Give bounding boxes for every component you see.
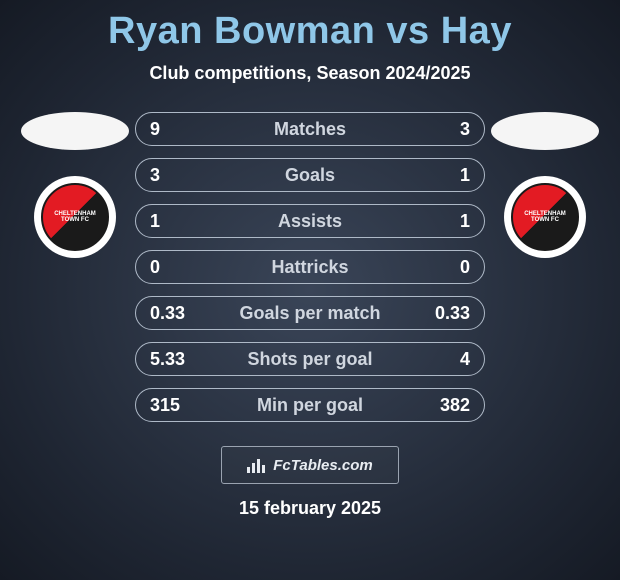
stat-label: Goals per match (239, 303, 380, 324)
stat-right-value: 382 (424, 395, 470, 416)
stat-label: Matches (274, 119, 346, 140)
left-club-label: CHELTENHAM TOWN FC (47, 211, 103, 223)
stat-label: Assists (278, 211, 342, 232)
stat-right-value: 4 (424, 349, 470, 370)
stat-row: 0.33 Goals per match 0.33 (135, 296, 485, 330)
stat-right-value: 1 (424, 165, 470, 186)
stat-left-value: 1 (150, 211, 196, 232)
stat-label: Goals (285, 165, 335, 186)
stat-left-value: 3 (150, 165, 196, 186)
stat-left-value: 0.33 (150, 303, 196, 324)
right-club-badge: CHELTENHAM TOWN FC (504, 176, 586, 258)
left-club-badge: CHELTENHAM TOWN FC (34, 176, 116, 258)
stat-label: Shots per goal (247, 349, 372, 370)
stat-right-value: 1 (424, 211, 470, 232)
stat-left-value: 315 (150, 395, 196, 416)
stat-row: 3 Goals 1 (135, 158, 485, 192)
bar-chart-icon (247, 457, 267, 473)
stat-left-value: 5.33 (150, 349, 196, 370)
club-badge-icon: CHELTENHAM TOWN FC (511, 183, 579, 251)
right-player-photo (491, 112, 599, 150)
stat-row: 1 Assists 1 (135, 204, 485, 238)
right-club-label: CHELTENHAM TOWN FC (517, 211, 573, 223)
page-title: Ryan Bowman vs Hay (0, 0, 620, 53)
right-player-column: CHELTENHAM TOWN FC (485, 112, 605, 258)
stat-row: 0 Hattricks 0 (135, 250, 485, 284)
date-text: 15 february 2025 (0, 498, 620, 519)
brand-card: FcTables.com (221, 446, 399, 484)
stat-row: 9 Matches 3 (135, 112, 485, 146)
stats-list: 9 Matches 3 3 Goals 1 1 Assists 1 0 Hatt… (135, 112, 485, 422)
stat-right-value: 0.33 (424, 303, 470, 324)
club-badge-icon: CHELTENHAM TOWN FC (41, 183, 109, 251)
stat-right-value: 3 (424, 119, 470, 140)
brand-text: FcTables.com (273, 457, 372, 474)
stat-left-value: 0 (150, 257, 196, 278)
left-player-photo (21, 112, 129, 150)
stat-label: Min per goal (257, 395, 363, 416)
stat-right-value: 0 (424, 257, 470, 278)
page-subtitle: Club competitions, Season 2024/2025 (0, 63, 620, 84)
left-player-column: CHELTENHAM TOWN FC (15, 112, 135, 258)
stat-row: 315 Min per goal 382 (135, 388, 485, 422)
stat-label: Hattricks (271, 257, 348, 278)
stat-left-value: 9 (150, 119, 196, 140)
comparison-panel: CHELTENHAM TOWN FC 9 Matches 3 3 Goals 1… (0, 112, 620, 422)
stat-row: 5.33 Shots per goal 4 (135, 342, 485, 376)
